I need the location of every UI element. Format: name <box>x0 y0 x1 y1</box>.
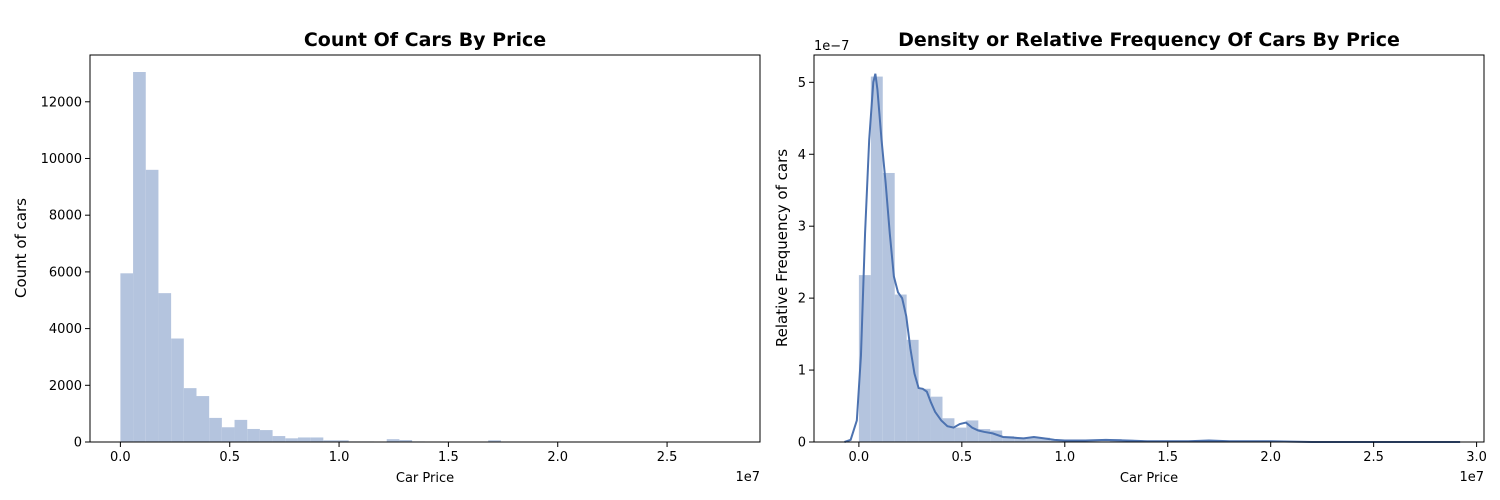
density-chart-x-tick-label: 0.0 <box>849 450 870 465</box>
density-chart-bar <box>1014 438 1027 442</box>
density-chart-bar <box>870 76 883 442</box>
density-chart-y-offset: 1e−7 <box>814 39 849 54</box>
count-chart-bar <box>272 436 286 442</box>
density-chart-bar <box>942 418 955 442</box>
count-chart-frame <box>89 54 761 443</box>
count-chart-bar <box>310 437 324 442</box>
density-chart-bar <box>882 172 895 442</box>
density-chart-x-tick-label: 1.5 <box>1157 450 1178 465</box>
density-chart-bar <box>966 420 979 442</box>
density-chart-y-tick-label: 3 <box>798 220 806 235</box>
density-chart-bar <box>1038 437 1050 442</box>
density-chart-y-tick-label: 1 <box>798 364 806 379</box>
density-chart-bar <box>1026 437 1039 442</box>
density-chart-y-tick-label: 2 <box>798 292 806 307</box>
density-chart-kde-line <box>844 73 1461 443</box>
density-chart-bars <box>858 76 1218 442</box>
count-chart-y-tick-label: 0 <box>74 436 82 451</box>
density-chart-frame <box>813 54 1485 443</box>
count-chart-bar <box>297 437 311 442</box>
density-chart-x-tick-label: 1.0 <box>1054 450 1075 465</box>
count-chart-x-offset: 1e7 <box>735 470 760 485</box>
density-chart-bar <box>1049 440 1062 442</box>
density-chart-bar <box>990 430 1003 442</box>
count-chart-bars <box>120 72 539 442</box>
count-chart-y-label: Count of cars <box>12 198 30 298</box>
count-chart-bar <box>259 430 273 442</box>
count-chart-bar <box>386 439 400 442</box>
density-chart-x-axis: 0.0 0.5 1.0 1.5 2.0 2.5 3.0 <box>849 442 1487 465</box>
count-chart-y-tick-label: 6000 <box>49 265 82 280</box>
count-chart-bar <box>196 396 210 442</box>
density-chart-y-tick-label: 4 <box>798 148 806 163</box>
count-chart-bar <box>120 273 134 442</box>
count-chart-bar <box>171 338 184 442</box>
count-chart-bar <box>399 440 413 442</box>
count-chart-x-tick-label: 0.5 <box>219 450 240 465</box>
count-chart-bar <box>336 440 349 442</box>
count-chart-x-tick-label: 2.5 <box>657 450 678 465</box>
density-chart-bar <box>858 275 871 442</box>
density-chart-bar <box>906 339 919 442</box>
count-chart-bar <box>323 440 336 442</box>
density-chart-y-label: Relative Frequency of cars <box>773 149 791 347</box>
count-chart-bar <box>247 428 260 442</box>
count-chart-x-axis: 0.0 0.5 1.0 1.5 2.0 2.5 <box>110 442 677 465</box>
density-chart-x-tick-label: 2.0 <box>1260 450 1281 465</box>
count-chart-y-tick-label: 8000 <box>49 209 82 224</box>
density-chart-y-tick-label: 5 <box>798 76 806 91</box>
density-chart-bar <box>978 429 991 442</box>
density-chart: Density or Relative Frequency Of Cars By… <box>773 29 1487 486</box>
count-chart-y-axis: 0 2000 4000 6000 8000 10000 12000 <box>41 95 90 451</box>
density-chart-title: Density or Relative Frequency Of Cars By… <box>898 29 1400 51</box>
count-chart-bar <box>145 169 159 442</box>
count-chart-y-tick-label: 2000 <box>49 379 82 394</box>
count-chart-title: Count Of Cars By Price <box>304 29 546 51</box>
density-chart-x-label: Car Price <box>1120 471 1178 486</box>
count-chart-bar <box>209 417 222 442</box>
density-chart-bar <box>918 388 931 442</box>
count-chart-bar <box>221 427 235 442</box>
count-chart-x-label: Car Price <box>396 471 454 486</box>
count-chart-x-tick-label: 0.0 <box>110 450 131 465</box>
density-chart-x-tick-label: 0.5 <box>951 450 972 465</box>
count-chart-bar <box>133 72 146 442</box>
count-chart-bar <box>488 440 501 442</box>
count-chart-x-tick-label: 1.0 <box>329 450 350 465</box>
count-chart-x-tick-label: 2.0 <box>547 450 568 465</box>
count-chart-y-tick-label: 12000 <box>41 95 82 110</box>
count-chart-bar <box>158 293 172 442</box>
density-chart-x-tick-label: 2.5 <box>1363 450 1384 465</box>
count-chart-bar <box>285 438 298 442</box>
density-chart-x-offset: 1e7 <box>1459 470 1484 485</box>
count-chart-y-tick-label: 10000 <box>41 152 82 167</box>
count-chart: Count Of Cars By Price 0.0 0.5 1.0 1.5 2.0 2.… <box>12 29 761 486</box>
count-chart-y-tick-label: 4000 <box>49 322 82 337</box>
count-chart-x-tick-label: 1.5 <box>438 450 459 465</box>
density-chart-bar <box>930 396 943 442</box>
density-chart-y-tick-label: 0 <box>798 436 806 451</box>
count-chart-bar <box>234 419 248 442</box>
density-chart-bar <box>1002 436 1015 442</box>
density-chart-y-axis: 0 1 2 3 4 5 <box>798 76 814 451</box>
density-chart-bar <box>954 427 967 442</box>
count-chart-bar <box>183 388 197 442</box>
density-chart-x-tick-label: 3.0 <box>1466 450 1487 465</box>
density-chart-bar <box>894 294 907 442</box>
